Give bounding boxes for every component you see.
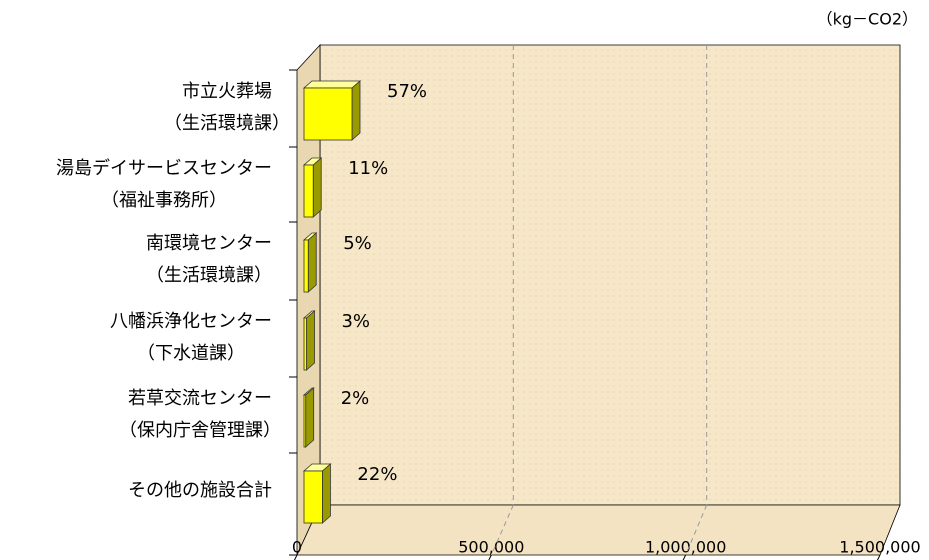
x-tick-label: 1,500,000 [839, 538, 920, 557]
floor-grid-line [685, 504, 708, 556]
x-tick [488, 554, 492, 560]
bar-side [306, 310, 315, 371]
bar-side [305, 387, 315, 448]
y-tick-label: 若草交流センター [128, 388, 272, 409]
y-tick-label: （下水道課） [137, 343, 245, 364]
floor-grid-line [490, 504, 514, 556]
x-tick-label: 500,000 [458, 538, 524, 557]
y-tick-label: （福祉事務所） [101, 190, 227, 211]
percent-label: 5% [343, 233, 372, 254]
x-tick [293, 554, 298, 560]
x-tick-label: 0 [292, 538, 302, 557]
y-tick-label: その他の施設合計 [128, 480, 272, 501]
bar [303, 317, 307, 371]
bar [303, 239, 309, 293]
y-tick-label: 市立火葬場 [182, 81, 272, 102]
percent-label: 3% [341, 311, 370, 332]
bar [303, 394, 307, 448]
x-tick [876, 554, 881, 560]
percent-label: 22% [357, 464, 397, 485]
x-tick-label: 1,000,000 [645, 538, 726, 557]
y-tick-label: （保内庁舎管理課） [119, 420, 281, 441]
bar-side [307, 232, 317, 293]
bar-side [351, 80, 361, 141]
percent-label: 2% [341, 388, 370, 409]
y-tick-label: （生活環境課） [164, 113, 290, 134]
bar [303, 470, 323, 524]
x-tick [682, 554, 687, 560]
bar-top [302, 80, 362, 89]
y-tick-label: （生活環境課） [146, 265, 272, 286]
bar-side [312, 157, 322, 218]
y-tick-label: 南環境センター [146, 233, 272, 254]
unit-label: （kg－CO2） [817, 10, 918, 29]
percent-label: 57% [387, 81, 427, 102]
floor [296, 504, 901, 556]
bar-side [322, 463, 331, 524]
bar [303, 87, 353, 141]
y-tick-label: 八幡浜浄化センター [110, 311, 272, 332]
y-tick-label: 湯島デイサービスセンター [56, 158, 272, 179]
bar [303, 164, 314, 218]
back-wall [319, 44, 901, 506]
percent-label: 11% [348, 158, 388, 179]
